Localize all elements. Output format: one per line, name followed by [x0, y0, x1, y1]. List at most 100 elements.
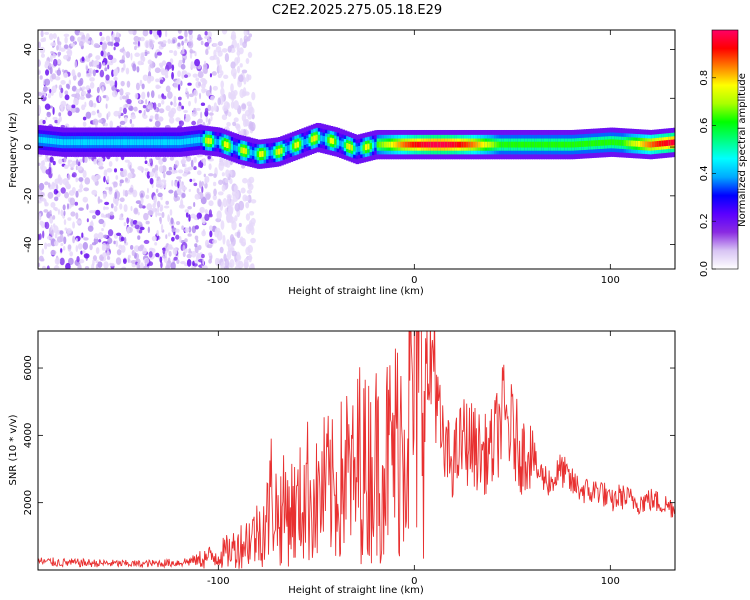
- heatmap-cell: [52, 138, 56, 145]
- heatmap-cell: [43, 37, 47, 42]
- heatmap-cell: [284, 146, 289, 152]
- heatmap-cell: [148, 261, 154, 266]
- heatmap-cell: [62, 246, 66, 251]
- heatmap-cell: [242, 177, 248, 184]
- heatmap-cell: [139, 36, 145, 42]
- heatmap-cell: [119, 197, 125, 203]
- heatmap-cell: [209, 225, 213, 231]
- heatmap-cell: [84, 101, 87, 108]
- heatmap-cell: [96, 86, 100, 94]
- heatmap-cell: [59, 230, 64, 235]
- heatmap-cell: [245, 202, 250, 209]
- heatmap-cell: [133, 207, 139, 215]
- snr-y-tick-label: 2000: [23, 490, 34, 515]
- heatmap-cell: [164, 250, 168, 257]
- heatmap-cell: [157, 102, 162, 108]
- heatmap-cell: [364, 144, 369, 151]
- heatmap-cell: [160, 223, 164, 232]
- heatmap-cell: [245, 213, 251, 221]
- heatmap-cell: [593, 140, 597, 147]
- heatmap-cell: [388, 141, 392, 148]
- heatmap-cell: [210, 105, 214, 113]
- heatmap-cell: [62, 204, 66, 211]
- heatmap-cell: [182, 172, 188, 177]
- heatmap-cell: [367, 143, 371, 150]
- heatmap-cell: [186, 259, 192, 267]
- heatmap-cell: [73, 139, 77, 146]
- heatmap-cell: [103, 169, 108, 178]
- heatmap-cell: [155, 252, 160, 258]
- heatmap-cell: [98, 119, 103, 124]
- heatmap-cell: [92, 259, 95, 266]
- heatmap-cell: [181, 71, 185, 80]
- heatmap-cell: [82, 155, 85, 164]
- heatmap-cell: [154, 67, 161, 74]
- heatmap-cell: [58, 44, 62, 51]
- heatmap-cell: [134, 224, 140, 230]
- heatmap-cell: [236, 190, 240, 199]
- heatmap-cell: [42, 119, 46, 125]
- heatmap-cell: [148, 102, 154, 111]
- heatmap-cell: [227, 45, 232, 53]
- heatmap-cell: [155, 209, 158, 218]
- heatmap-cell: [126, 217, 130, 225]
- heatmap-cell: [130, 52, 133, 61]
- heatmap-cell: [43, 209, 49, 213]
- heatmap-cell: [204, 209, 208, 215]
- heatmap-cell: [161, 211, 165, 219]
- heatmap-cell: [177, 42, 181, 47]
- heatmap-cell: [287, 145, 291, 152]
- heatmap-cell: [82, 121, 87, 127]
- heatmap-cell: [187, 82, 192, 86]
- heatmap-cell: [97, 161, 104, 167]
- colorbar-tick-label: 0.8: [699, 70, 710, 86]
- heatmap-cell: [145, 194, 150, 200]
- heatmap-cell: [127, 172, 133, 179]
- heatmap-cell: [63, 164, 69, 170]
- heatmap-cell: [88, 54, 91, 59]
- heatmap-cell: [275, 149, 280, 156]
- colorbar-tick-label: 0.2: [699, 213, 710, 229]
- heatmap-cell: [218, 64, 222, 74]
- heatmap-cell: [609, 139, 614, 146]
- heatmap-cell: [204, 213, 210, 222]
- heatmap-cell: [149, 171, 155, 178]
- heatmap-cell: [541, 141, 545, 148]
- heatmap-cell: [317, 134, 322, 141]
- heatmap-cell: [71, 104, 76, 109]
- heatmap-cell: [177, 35, 184, 40]
- heatmap-cell: [527, 141, 531, 148]
- heatmap-cell: [52, 106, 55, 115]
- heatmap-cell: [115, 139, 120, 146]
- heatmap-cell: [144, 40, 150, 49]
- heatmap-cell: [494, 141, 498, 148]
- heatmap-cell: [228, 143, 233, 149]
- heatmap-cell: [143, 265, 147, 269]
- snr-plot-background: [38, 331, 675, 570]
- heatmap-cell: [42, 137, 47, 144]
- heatmap-cell: [39, 220, 44, 226]
- heatmap-cell: [219, 246, 224, 254]
- heatmap-cell: [151, 235, 157, 242]
- heatmap-cell: [60, 187, 66, 194]
- heatmap-cell: [440, 141, 444, 148]
- heatmap-cell: [67, 173, 71, 181]
- heatmap-cell: [53, 188, 58, 195]
- heatmap-cell: [168, 189, 174, 194]
- heatmap-cell: [120, 244, 126, 253]
- heatmap-y-axis-label: Frequency (Hz): [8, 112, 19, 188]
- heatmap-cell: [75, 190, 79, 198]
- heatmap-cell: [137, 211, 140, 216]
- heatmap-cell: [165, 139, 169, 146]
- heatmap-cells: [38, 30, 675, 269]
- heatmap-cell: [119, 203, 123, 210]
- heatmap-cell: [607, 139, 611, 146]
- heatmap-cell: [70, 139, 75, 146]
- heatmap-cell: [52, 58, 58, 67]
- heatmap-cell: [221, 184, 226, 192]
- heatmap-cell: [41, 248, 45, 255]
- heatmap-cell: [263, 150, 268, 157]
- heatmap-cell: [534, 141, 538, 148]
- heatmap-cell: [116, 232, 122, 236]
- heatmap-cell: [106, 168, 113, 173]
